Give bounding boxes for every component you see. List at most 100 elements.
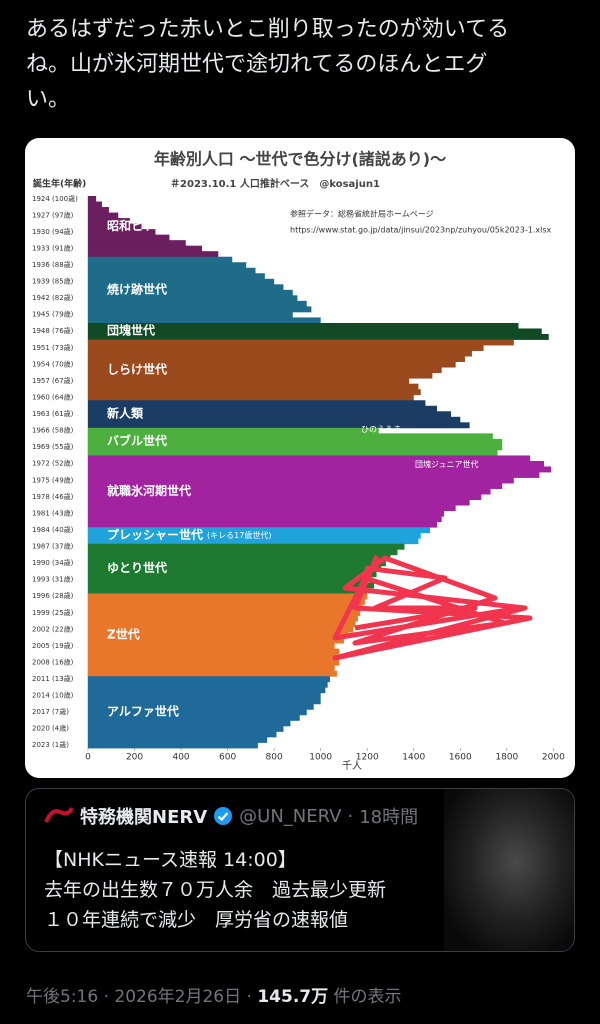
bar	[88, 472, 540, 478]
y-tick-label: 2002 (22歳)	[32, 624, 74, 633]
y-tick-label: 1984 (40歳)	[32, 525, 74, 534]
y-tick-label: 1978 (46歳)	[32, 492, 74, 501]
bar	[88, 692, 321, 699]
quote-tweet[interactable]: 特務機関NERV @UN_NERV · 18時間 【NHKニュース速報 14:0…	[25, 788, 575, 952]
x-tick-label: 0	[85, 753, 91, 763]
quote-photo	[444, 789, 574, 951]
bar	[88, 505, 456, 512]
source-url: https://www.stat.go.jp/data/jinsui/2023n…	[290, 226, 552, 235]
y-tick-label: 1963 (61歳)	[32, 409, 74, 418]
bar	[88, 687, 326, 694]
bar	[88, 311, 293, 318]
bar	[88, 438, 503, 445]
bar	[88, 714, 300, 721]
y-tick-label: 1930 (94歳)	[32, 227, 74, 236]
y-tick-label: 1957 (67歳)	[32, 376, 74, 385]
chart-title: 年齢別人口 ～世代で色分け(諸説あり)～	[154, 150, 446, 169]
bar	[88, 604, 363, 611]
bar	[88, 245, 203, 252]
bar	[88, 306, 312, 313]
bar	[88, 549, 398, 556]
tweet-line: あるはずだった赤いとこ削り取ったのが効いてる	[26, 17, 510, 42]
bar	[88, 460, 545, 467]
generation-label: 就職氷河期世代	[107, 483, 191, 498]
view-count[interactable]: 145.7万	[257, 987, 329, 1007]
bar	[88, 416, 461, 423]
chart-image[interactable]: 年齢別人口 ～世代で色分け(諸説あり)～ ＃2023.10.1 人口推計ベース …	[25, 138, 575, 778]
separator: ·	[347, 805, 354, 827]
y-tick-label: 1927 (97歳)	[32, 210, 74, 219]
bar	[88, 372, 433, 379]
bar	[88, 256, 233, 263]
y-axis-label: 誕生年(年齢)	[33, 178, 86, 190]
annotation-marker	[408, 429, 448, 433]
y-tick-label: 1936 (88歳)	[32, 260, 74, 269]
bar	[88, 736, 268, 743]
y-tick-label: 1933 (91歳)	[32, 243, 74, 252]
quote-header: 特務機関NERV @UN_NERV · 18時間	[42, 803, 418, 829]
generation-label: Z世代	[107, 626, 140, 641]
bar	[88, 742, 258, 749]
x-axis-label: 千人	[342, 760, 362, 772]
quote-line: 去年の出生数７０万人余 過去最少更新	[44, 879, 387, 901]
bar	[88, 516, 442, 523]
bar	[88, 427, 379, 434]
y-tick-label: 1981 (43歳)	[32, 508, 74, 517]
bar	[88, 278, 275, 285]
bar	[88, 499, 470, 506]
generation-label: しらけ世代	[107, 361, 167, 376]
bar	[88, 207, 109, 213]
bar	[88, 560, 386, 567]
generation-label: 新人類	[107, 406, 144, 421]
quote-line: 【NHKニュース速報 14:00】	[44, 849, 297, 871]
x-tick-label: 600	[219, 753, 236, 763]
chart-subtitle: ＃2023.10.1 人口推計ベース @kosajun1	[170, 177, 380, 190]
bar	[88, 251, 219, 258]
bar	[88, 267, 256, 274]
bar	[88, 643, 335, 650]
bar	[88, 334, 549, 340]
generation-label: プレッシャー世代	[107, 527, 203, 542]
x-tick-label: 200	[126, 753, 143, 763]
bar	[88, 322, 519, 329]
bar	[88, 698, 321, 705]
bar	[88, 449, 498, 456]
x-tick-label: 400	[172, 753, 189, 763]
bar	[88, 262, 247, 269]
chart: 年齢別人口 ～世代で色分け(諸説あり)～ ＃2023.10.1 人口推計ベース …	[32, 150, 565, 773]
quote-text: 【NHKニュース速報 14:00】 去年の出生数７０万人余 過去最少更新 １０年…	[44, 845, 386, 935]
y-tick-label: 1945 (79歳)	[32, 310, 74, 319]
bar	[88, 532, 421, 539]
generation-label: バブル世代	[107, 433, 167, 448]
avatar	[42, 806, 74, 826]
y-tick-label: 1966 (58歳)	[32, 426, 74, 435]
bar	[88, 212, 119, 219]
bar	[88, 361, 456, 368]
bar	[88, 240, 186, 247]
x-tick-label: 1200	[356, 753, 379, 763]
bar	[88, 703, 314, 710]
bar	[88, 593, 368, 600]
y-tick-label: 1960 (64歳)	[32, 392, 74, 401]
y-tick-label: 1972 (52歳)	[32, 459, 74, 468]
bar	[88, 598, 365, 605]
bar	[88, 483, 503, 489]
bar	[88, 477, 514, 484]
y-tick-label: 2005 (19歳)	[32, 641, 74, 650]
bar	[88, 356, 465, 362]
bar	[88, 328, 542, 335]
tweet-text: あるはずだった赤いとこ削り取ったのが効いてる ね。山が氷河期世代で途切れてるのほ…	[26, 12, 586, 117]
bar	[88, 422, 470, 429]
y-tick-label: 1951 (73歳)	[32, 343, 74, 352]
tweet-meta: 午後5:16 · 2026年2月26日 · 145.7万 件の表示	[26, 982, 402, 1007]
annotation: ひのえうま	[361, 425, 401, 434]
red-scribble	[332, 555, 533, 661]
bar	[88, 709, 307, 716]
bar	[88, 494, 482, 500]
bar	[88, 681, 328, 688]
verified-badge	[214, 807, 233, 825]
bar	[88, 554, 391, 561]
y-tick-label: 1969 (55歳)	[32, 442, 74, 451]
bar	[88, 725, 284, 732]
bar	[88, 571, 377, 578]
